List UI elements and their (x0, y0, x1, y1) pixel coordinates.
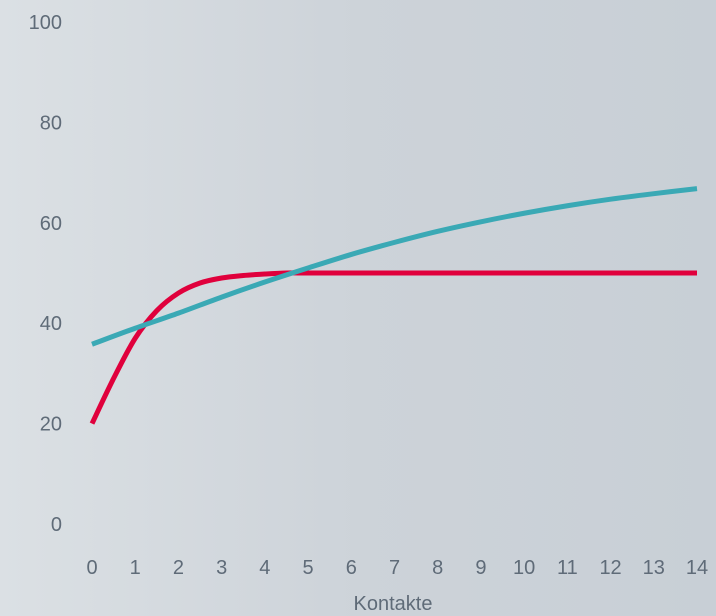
x-tick-label: 11 (557, 557, 578, 579)
x-tick-label: 14 (686, 557, 708, 579)
x-tick-label: 1 (130, 557, 141, 579)
x-tick-label: 12 (599, 557, 621, 579)
x-tick-label: 13 (643, 557, 665, 579)
y-tick-label: 20 (40, 414, 62, 436)
x-tick-label: 7 (389, 557, 400, 579)
series-line-2 (91, 186, 698, 347)
x-tick-label: 9 (475, 557, 486, 579)
x-tick-label: 5 (303, 557, 314, 579)
x-axis-ticks: 0 1 2 3 4 5 6 7 8 9 10 11 12 13 14 (86, 557, 708, 579)
y-tick-label: 40 (40, 313, 62, 335)
y-tick-label: 0 (51, 514, 62, 536)
y-tick-label: 60 (40, 213, 62, 235)
x-tick-label: 4 (259, 557, 270, 579)
x-tick-label: 8 (432, 557, 443, 579)
series-lines (89, 186, 698, 425)
x-tick-label: 3 (216, 557, 227, 579)
x-tick-label: 2 (173, 557, 184, 579)
y-tick-label: 100 (29, 12, 62, 34)
x-tick-label: 10 (513, 557, 535, 579)
y-axis-ticks: 0 20 40 60 80 100 (29, 12, 62, 536)
series-line-1 (89, 270, 697, 425)
x-tick-label: 0 (86, 557, 97, 579)
x-tick-label: 6 (346, 557, 357, 579)
x-axis-label: Kontakte (354, 593, 433, 615)
y-tick-label: 80 (40, 112, 62, 134)
